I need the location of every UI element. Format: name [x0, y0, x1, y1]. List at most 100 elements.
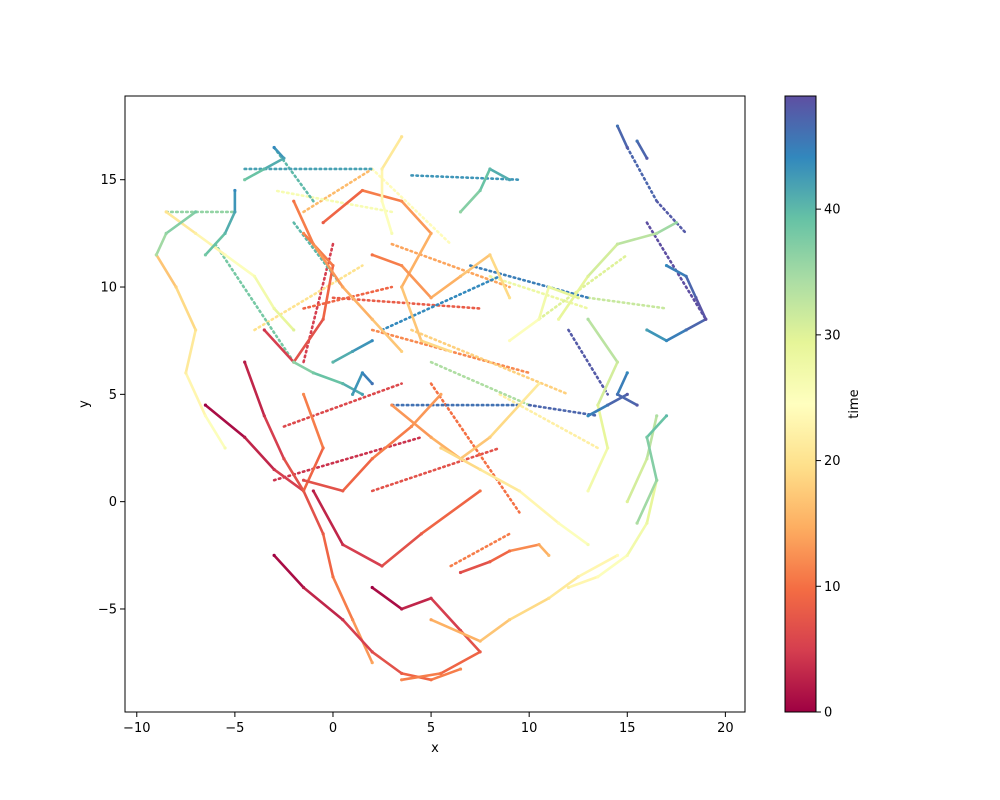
data-point: [439, 446, 443, 450]
trajectory-segment: [380, 532, 423, 568]
trajectory-segment: [370, 650, 403, 675]
trajectory-segment: [321, 532, 335, 579]
data-point: [517, 489, 521, 493]
jump-line: [213, 242, 296, 364]
y-tick-label: 10: [100, 281, 117, 296]
trajectory-segment: [331, 350, 354, 364]
data-point: [223, 231, 227, 235]
data-point: [547, 596, 551, 600]
jump-line: [272, 435, 423, 482]
trajectory-segment: [302, 393, 325, 450]
trajectory-segment: [694, 296, 708, 321]
jump-line: [567, 328, 609, 396]
trajectory-segment: [576, 554, 619, 579]
data-point: [292, 199, 296, 203]
jump-line: [429, 360, 531, 407]
data-point: [576, 575, 580, 579]
trajectory-segment: [400, 672, 443, 682]
y-tick-label: 5: [109, 388, 117, 403]
data-point: [321, 446, 325, 450]
data-point: [243, 360, 247, 364]
trajectory-segment: [331, 575, 354, 622]
trajectory-segment: [174, 285, 197, 332]
data-point: [507, 296, 512, 300]
jump-line: [449, 532, 511, 568]
jump-line: [410, 174, 521, 182]
data-point: [478, 467, 482, 472]
trajectory-segment: [223, 210, 237, 235]
y-tick-label: 0: [109, 495, 117, 510]
data-point: [360, 392, 365, 396]
jump-line: [302, 285, 394, 310]
trajectory-segment: [429, 618, 482, 643]
trajectory-segment: [419, 489, 482, 536]
trajectory-segment: [547, 575, 580, 600]
data-point: [272, 467, 276, 472]
data-point: [360, 371, 365, 375]
data-point: [635, 139, 639, 143]
trajectory-segment: [341, 285, 374, 321]
data-point: [615, 124, 620, 128]
trajectory-segment: [292, 199, 315, 246]
data-point: [311, 489, 315, 493]
trajectory-segment: [243, 167, 266, 182]
trajectory-segment: [508, 596, 551, 622]
y-tick-label: −5: [98, 602, 117, 617]
trajectory-segment: [390, 403, 433, 439]
data-point: [635, 521, 639, 525]
data-point: [439, 671, 443, 675]
trajectory-segment: [312, 371, 345, 385]
data-point: [331, 263, 335, 268]
data-point: [321, 317, 325, 321]
trajectory-segment: [263, 414, 286, 461]
data-point: [586, 542, 590, 547]
data-point: [507, 339, 512, 343]
data-point: [262, 414, 266, 418]
trajectory-segment: [488, 253, 511, 300]
trajectory-segment: [645, 414, 659, 461]
trajectory-segment: [292, 360, 315, 375]
colorbar-tick-label: 0: [824, 706, 832, 721]
trajectory-segment: [370, 253, 403, 267]
data-point: [370, 661, 374, 665]
trajectory-segment: [429, 596, 462, 632]
data-point: [243, 178, 247, 182]
trajectory-segment: [194, 232, 227, 257]
data-point: [645, 435, 649, 439]
trajectory-segment: [380, 135, 403, 171]
data-point: [645, 156, 649, 160]
trajectory-segment: [321, 189, 364, 224]
data-point: [439, 392, 443, 396]
trajectory-segment: [635, 139, 649, 160]
trajectory-segment: [478, 618, 511, 643]
trajectory-segment: [478, 167, 492, 192]
data-point: [301, 585, 306, 590]
trajectory-segment: [508, 317, 541, 342]
trajectory-segment: [665, 264, 688, 278]
data-point: [606, 446, 610, 450]
trajectory-segment: [302, 586, 345, 622]
jump-line: [390, 242, 511, 289]
jump-line: [282, 382, 403, 428]
data-point: [429, 231, 433, 235]
jump-line: [498, 393, 600, 450]
trajectory-segment: [272, 307, 296, 332]
trajectory-segment: [312, 242, 345, 289]
trajectory-segment: [645, 328, 668, 342]
colorbar-tick-label: 10: [824, 580, 841, 595]
data-point: [350, 392, 355, 396]
colorbar-tick-label: 20: [824, 454, 841, 469]
jump-line: [370, 167, 452, 246]
jump-line: [370, 446, 502, 493]
data-point: [370, 382, 374, 386]
data-point: [301, 489, 306, 493]
trajectory-segment: [616, 124, 629, 149]
data-point: [517, 403, 521, 407]
trajectory-segment: [488, 167, 511, 182]
data-point: [507, 178, 512, 182]
data-point: [419, 532, 423, 536]
trajectory-segment: [537, 285, 551, 321]
trajectory-segment: [400, 285, 423, 342]
trajectory-segment: [282, 457, 305, 493]
x-tick-label: 20: [717, 721, 734, 736]
